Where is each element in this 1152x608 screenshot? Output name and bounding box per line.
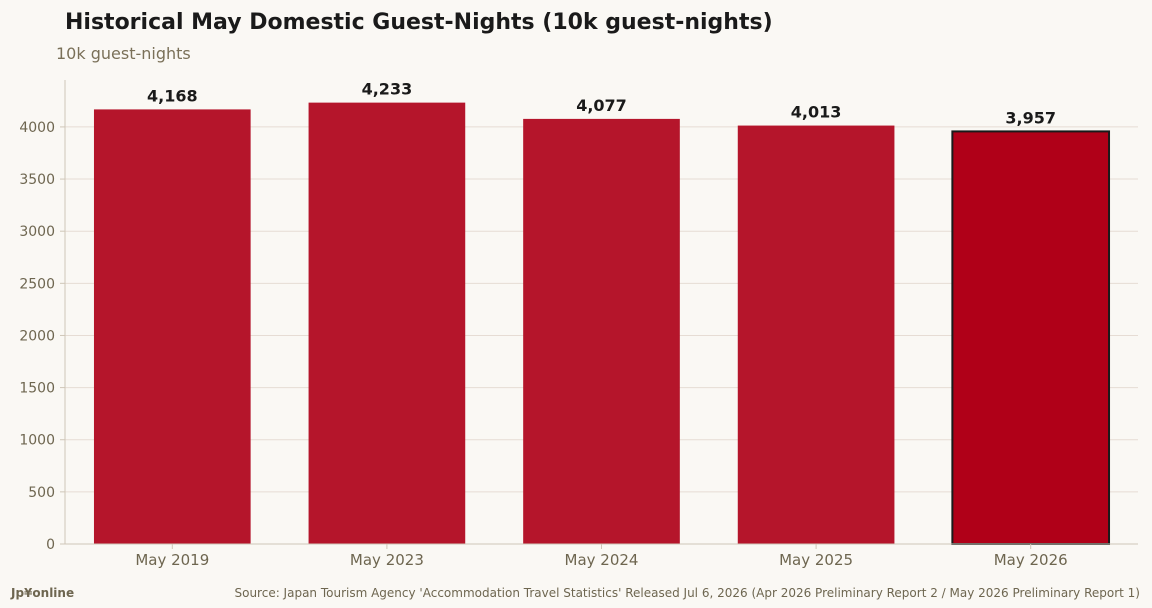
x-category-label: May 2023: [350, 551, 424, 569]
bar-may-2023: [308, 102, 466, 544]
chart-title: Historical May Domestic Guest-Nights (10…: [65, 10, 773, 35]
x-category-label: May 2026: [994, 551, 1068, 569]
y-tick-label: 2500: [19, 276, 55, 292]
bar-may-2019: [93, 109, 251, 544]
bars: [93, 102, 1111, 545]
bar-value-label: 4,077: [576, 96, 627, 115]
y-tick-label: 500: [28, 485, 55, 501]
bar-value-label: 3,957: [1005, 108, 1056, 127]
bar-value-label: 4,233: [362, 80, 413, 99]
y-tick-label: 4000: [19, 120, 55, 136]
bar-may-2025: [737, 125, 895, 544]
y-tick-label: 1000: [19, 433, 55, 449]
y-tick-label: 3000: [19, 224, 55, 240]
y-tick-label: 2000: [19, 328, 55, 344]
source-note: Source: Japan Tourism Agency 'Accommodat…: [234, 586, 1140, 600]
chart-subtitle: 10k guest-nights: [56, 44, 191, 63]
axes: [60, 80, 1138, 549]
y-tick-label: 3500: [19, 172, 55, 188]
bar-may-2026: [951, 130, 1111, 545]
bar-value-label: 4,013: [791, 103, 842, 122]
bar-value-label: 4,168: [147, 86, 198, 105]
brand-logo: Jp¥online: [11, 586, 75, 600]
x-category-label: May 2025: [779, 551, 853, 569]
x-category-label: May 2019: [135, 551, 209, 569]
y-tick-label: 1500: [19, 381, 55, 397]
x-category-label: May 2024: [565, 551, 639, 569]
y-tick-label: 0: [46, 537, 55, 553]
bar-may-2024: [523, 118, 680, 545]
labels: 0 500 1000 1500 2000 2500 3000 3500 4000 May 2019…: [19, 80, 1067, 569]
